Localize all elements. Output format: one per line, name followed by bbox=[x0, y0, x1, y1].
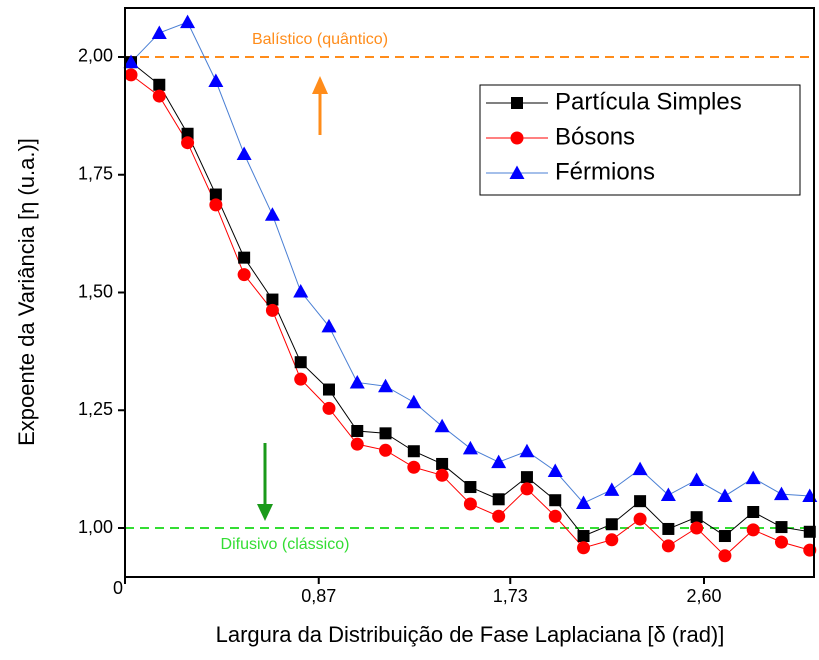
arrow-head bbox=[257, 504, 273, 521]
y-tick-label: 1,25 bbox=[78, 399, 113, 419]
marker bbox=[746, 523, 760, 537]
marker bbox=[407, 445, 420, 458]
marker bbox=[690, 521, 704, 535]
marker bbox=[548, 509, 562, 523]
marker bbox=[406, 394, 422, 409]
marker bbox=[209, 188, 222, 201]
marker bbox=[604, 482, 620, 496]
marker bbox=[180, 14, 196, 29]
arrow-head bbox=[312, 76, 328, 94]
marker bbox=[435, 468, 449, 482]
marker bbox=[351, 424, 364, 437]
marker bbox=[577, 530, 590, 543]
marker bbox=[152, 89, 166, 103]
y-tick-label: 1,50 bbox=[78, 281, 113, 301]
marker bbox=[520, 482, 534, 496]
y-tick-label: 1,00 bbox=[78, 517, 113, 537]
x-axis-label: Largura da Distribuição de Fase Laplacia… bbox=[216, 622, 725, 647]
marker bbox=[690, 511, 703, 524]
marker bbox=[436, 457, 449, 470]
marker bbox=[462, 440, 478, 455]
marker bbox=[236, 146, 252, 161]
marker bbox=[463, 497, 477, 511]
marker bbox=[773, 486, 789, 501]
marker bbox=[151, 25, 167, 39]
marker bbox=[350, 437, 364, 451]
marker bbox=[747, 505, 760, 518]
marker bbox=[266, 293, 279, 306]
marker bbox=[321, 318, 337, 333]
marker bbox=[209, 198, 223, 212]
marker bbox=[576, 495, 592, 510]
reference-label: Balístico (quântico) bbox=[252, 31, 388, 48]
marker bbox=[661, 539, 675, 553]
marker bbox=[378, 378, 394, 393]
marker bbox=[123, 54, 139, 69]
marker bbox=[803, 525, 816, 538]
marker bbox=[124, 68, 138, 82]
marker bbox=[181, 136, 195, 150]
plot-frame bbox=[124, 7, 815, 578]
marker bbox=[322, 401, 336, 415]
marker bbox=[660, 487, 676, 502]
marker bbox=[633, 512, 647, 526]
marker bbox=[491, 454, 507, 469]
marker bbox=[264, 207, 280, 221]
x-tick-label: 0 bbox=[113, 578, 123, 598]
marker bbox=[464, 481, 477, 494]
marker bbox=[577, 541, 591, 555]
marker bbox=[689, 472, 705, 486]
marker bbox=[407, 460, 421, 474]
marker bbox=[379, 443, 393, 457]
marker bbox=[434, 418, 450, 433]
marker bbox=[662, 522, 675, 535]
marker bbox=[605, 518, 618, 531]
marker bbox=[293, 284, 309, 298]
legend-label: Férmions bbox=[555, 158, 655, 185]
marker bbox=[294, 356, 307, 369]
legend-marker bbox=[511, 97, 523, 109]
legend-marker bbox=[510, 131, 524, 145]
marker bbox=[718, 549, 732, 563]
marker bbox=[547, 463, 563, 478]
marker bbox=[181, 127, 194, 140]
marker bbox=[294, 372, 308, 386]
marker bbox=[634, 495, 647, 508]
y-axis-label: Expoente da Variância [η (u.a.)] bbox=[14, 138, 39, 446]
legend-marker bbox=[509, 165, 525, 179]
marker bbox=[717, 488, 733, 502]
y-tick-label: 2,00 bbox=[78, 46, 113, 66]
marker bbox=[605, 533, 619, 547]
marker bbox=[718, 530, 731, 543]
marker bbox=[153, 78, 166, 91]
marker bbox=[237, 268, 251, 282]
x-tick-label: 2,60 bbox=[686, 586, 721, 606]
legend-label: Partícula Simples bbox=[555, 88, 742, 115]
marker bbox=[549, 494, 562, 507]
x-tick-label: 0,87 bbox=[301, 586, 336, 606]
x-tick-label: 1,73 bbox=[493, 586, 528, 606]
marker bbox=[379, 427, 392, 440]
marker bbox=[349, 374, 365, 389]
marker bbox=[238, 251, 251, 264]
marker bbox=[774, 535, 788, 549]
reference-label: Difusivo (clássico) bbox=[221, 536, 350, 553]
marker bbox=[745, 470, 761, 485]
legend-label: Bósons bbox=[555, 123, 635, 150]
marker bbox=[632, 461, 648, 476]
marker bbox=[519, 443, 535, 458]
marker bbox=[492, 509, 506, 523]
marker bbox=[492, 493, 505, 506]
marker bbox=[520, 471, 533, 484]
marker bbox=[322, 383, 335, 396]
marker bbox=[265, 303, 279, 317]
marker bbox=[208, 73, 224, 88]
marker bbox=[775, 521, 788, 534]
y-tick-label: 1,75 bbox=[78, 163, 113, 183]
